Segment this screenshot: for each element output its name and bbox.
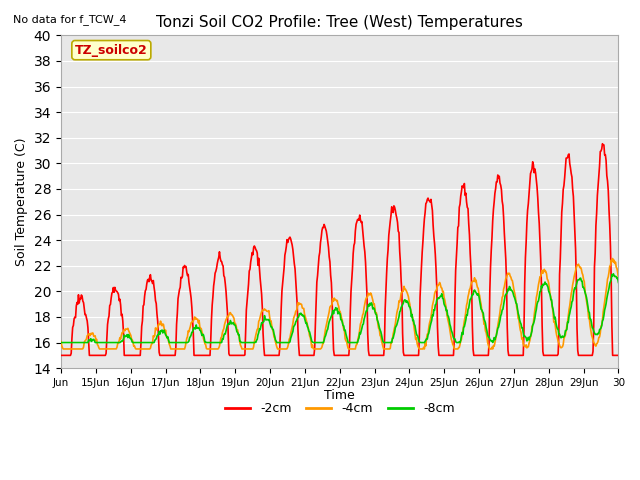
Text: TZ_soilco2: TZ_soilco2 [75, 44, 148, 57]
Y-axis label: Soil Temperature (C): Soil Temperature (C) [15, 137, 28, 266]
Title: Tonzi Soil CO2 Profile: Tree (West) Temperatures: Tonzi Soil CO2 Profile: Tree (West) Temp… [156, 15, 523, 30]
Text: No data for f_TCW_4: No data for f_TCW_4 [13, 14, 126, 25]
Legend: -2cm, -4cm, -8cm: -2cm, -4cm, -8cm [220, 397, 460, 420]
X-axis label: Time: Time [324, 389, 355, 402]
